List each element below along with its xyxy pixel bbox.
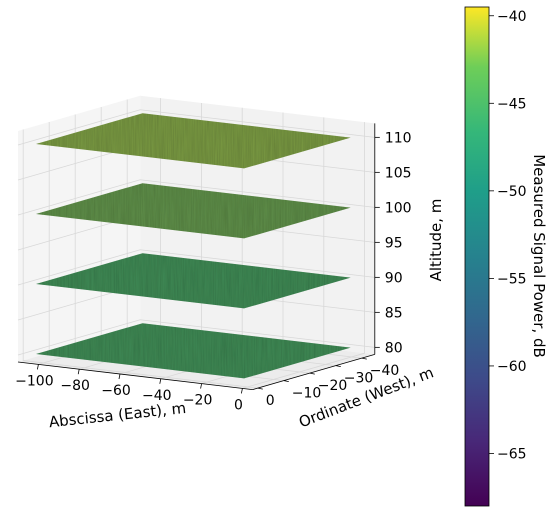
x-tick-label: −40 [142,388,172,404]
x-tick-mark [159,378,162,384]
x-tick-mark [118,373,121,380]
y-tick-label: −40 [370,363,400,379]
z-tick-label: 95 [385,235,403,251]
y-tick-label: −20 [318,378,348,394]
z-tick-label: 105 [385,165,412,181]
grid-line-y [22,129,258,389]
z-tick-label: 85 [385,305,403,321]
x-tick-label: −100 [15,373,53,389]
colorbar [464,6,490,507]
z-tick-label: 110 [385,130,412,146]
x-tick-mark [37,364,39,370]
x-tick-label: −60 [101,383,131,399]
y-axis-ticks: −40−30−20−10 0 [257,357,400,409]
y-tick-label: 0 [266,393,275,409]
y-tick-mark [257,387,263,390]
x-axis-line [17,361,253,390]
x-tick-mark [200,383,202,389]
x-tick-mark [77,369,80,375]
colorbar-label: Measured Signal Power, dB [530,154,548,358]
surface-layer-90 [36,253,351,309]
colorbar-tick-label: −50 [497,184,527,200]
z-tick-label: 100 [385,200,412,216]
x-axis-label: Abscissa (East), m [48,399,187,431]
grid-line-x [242,122,366,389]
y-tick-mark [283,380,289,382]
z-tick-label: 90 [385,270,403,286]
x-tick-label: −80 [60,378,90,394]
x-axis-ticks: −100 −80 −60 −40 −20 0 [15,364,243,413]
grid-line-z [17,249,375,286]
x-tick-label: −20 [183,393,213,409]
y-tick-mark [361,357,367,360]
colorbar-tick-label: −40 [497,9,527,25]
axes-lines [17,123,376,390]
colorbar-ticks: −40 −45 −50 −55 −60 −65 [489,9,527,462]
x-tick-mark [241,388,243,394]
surface-layer-110 [36,113,351,169]
y-tick-label: −30 [344,371,374,387]
y-tick-mark [309,372,315,375]
surface-layer-80 [36,323,351,379]
z-axis-label: Altitude, m [427,199,445,282]
grid-line-z [17,109,375,146]
z-tick-label: 80 [385,340,403,356]
surface-layer-100 [36,183,351,239]
surface-layers [36,113,351,379]
grid-line-z [17,179,375,216]
colorbar-tick-label: −65 [497,446,527,462]
y-tick-mark [335,365,341,367]
colorbar-tick-label: −55 [497,271,527,287]
colorbar-tick-label: −60 [497,359,527,375]
y-tick-label: −10 [292,386,322,402]
left-pane [18,95,141,362]
grid-line-z [17,319,375,356]
x-tick-label: 0 [234,397,243,413]
z-axis-ticks: 80 85 90 95 100 105 110 [374,130,412,356]
y-axis-line [252,353,375,390]
colorbar-tick-label: −45 [497,96,527,112]
